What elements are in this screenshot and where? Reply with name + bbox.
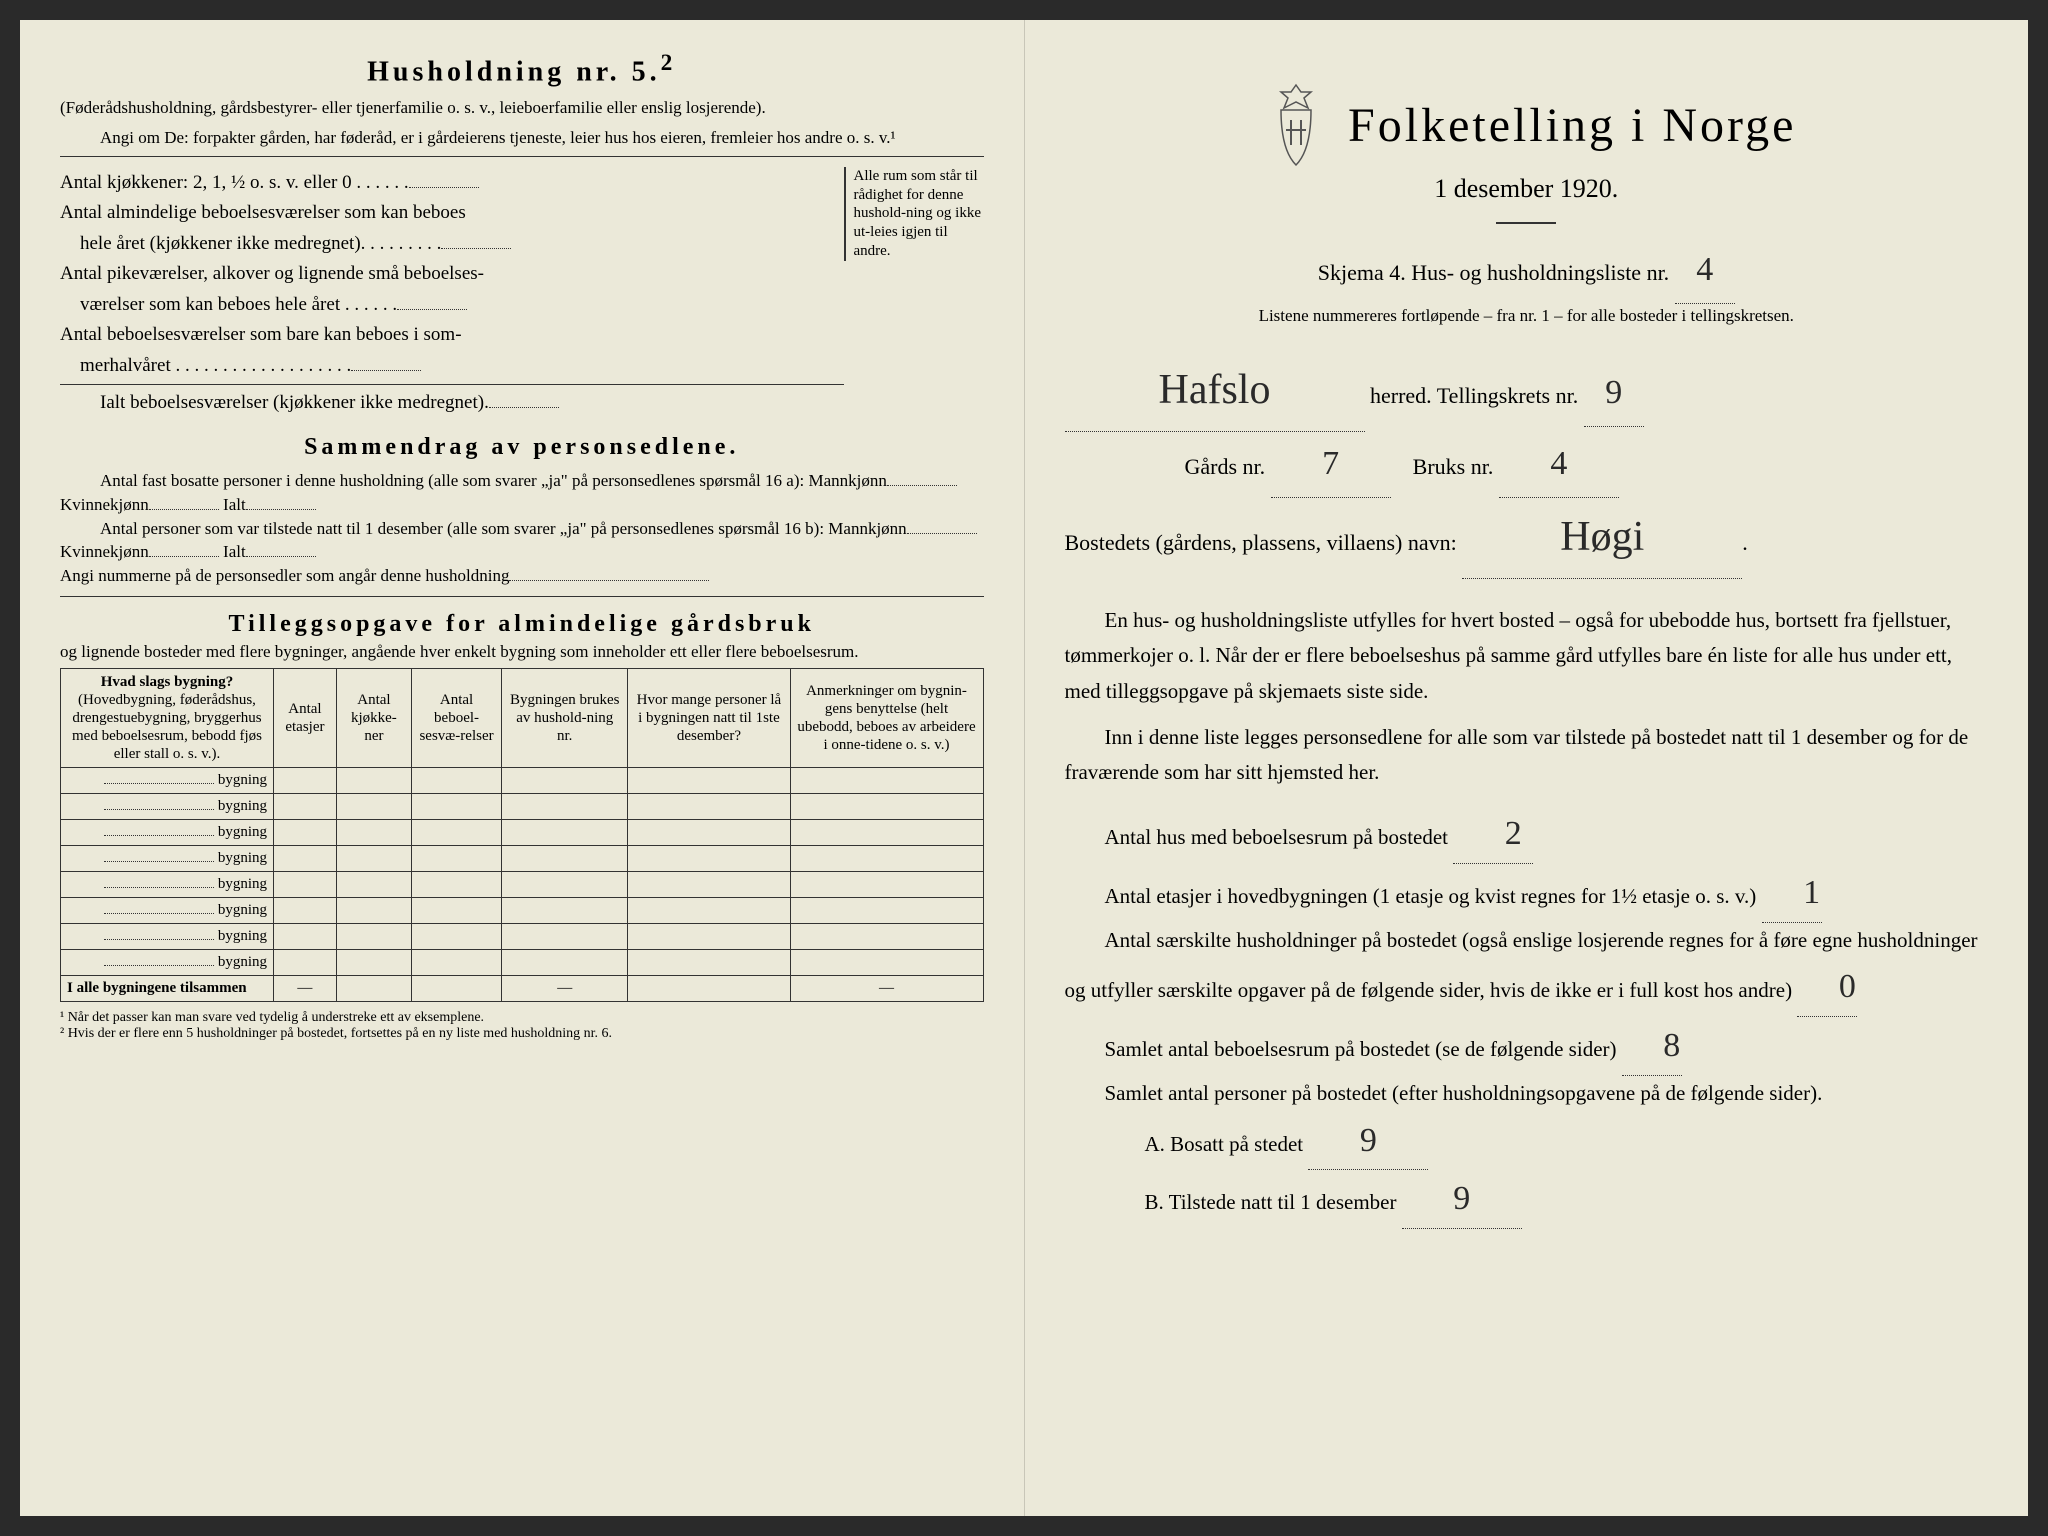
th2: Antal etasjer xyxy=(274,668,337,767)
q4-line: Samlet antal beboelsesrum på bostedet (s… xyxy=(1065,1017,1989,1076)
r4b: merhalvåret . . . . . . . . . . . . . . … xyxy=(80,355,351,376)
gards-line: Gårds nr. 7 Bruks nr. 4 xyxy=(1065,432,1989,498)
th3: Antal kjøkke-ner xyxy=(336,668,411,767)
bruks-nr: 4 xyxy=(1499,432,1619,498)
sammendrag-title: Sammendrag av personsedlene. xyxy=(60,434,984,461)
qB-val: 9 xyxy=(1402,1170,1522,1229)
title-row: Folketelling i Norge xyxy=(1065,80,1989,170)
samm-p1: Antal fast bosatte personer i denne hush… xyxy=(60,469,984,517)
th7: Anmerkninger om bygnin-gens benyttelse (… xyxy=(790,668,983,767)
bosted-line: Bostedets (gårdens, plassens, villaens) … xyxy=(1065,498,1989,579)
th5: Bygningen brukes av hushold-ning nr. xyxy=(502,668,628,767)
main-title: Folketelling i Norge xyxy=(1348,98,1796,153)
q2-label: Antal etasjer i hovedbygningen (1 etasje… xyxy=(1105,884,1757,908)
q1-val: 2 xyxy=(1453,805,1533,864)
bruks-label: Bruks nr. xyxy=(1413,454,1494,479)
r1: Antal kjøkkener: 2, 1, ½ o. s. v. eller … xyxy=(60,172,409,193)
q3-val: 0 xyxy=(1797,958,1857,1017)
th1-title: Hvad slags bygning? xyxy=(101,674,234,690)
gards-label: Gårds nr. xyxy=(1185,454,1266,479)
household-sup: 2 xyxy=(661,50,677,76)
total-label: I alle bygningene tilsammen xyxy=(61,975,274,1001)
footnotes: ¹ Når det passer kan man svare ved tydel… xyxy=(60,1010,984,1042)
samm-p1-text: Antal fast bosatte personer i denne hush… xyxy=(100,471,887,490)
q2-val: 1 xyxy=(1762,864,1822,923)
skjema-line: Skjema 4. Hus- og husholdningsliste nr. … xyxy=(1065,238,1989,304)
sub-date: 1 desember 1920. xyxy=(1065,174,1989,204)
samm-p2: Antal personer som var tilstede natt til… xyxy=(60,517,984,565)
r2a: Antal almindelige beboelsesværelser som … xyxy=(60,202,466,223)
samm-p3: Angi nummerne på de personsedler som ang… xyxy=(60,564,984,588)
tillegg-title: Tilleggsopgave for almindelige gårdsbruk xyxy=(60,611,984,638)
tillegg-sub: og lignende bosteder med flere bygninger… xyxy=(60,640,984,664)
th1-sub: (Hovedbygning, føderådshus, drengestueby… xyxy=(72,692,262,762)
samm-p2-text: Antal personer som var tilstede natt til… xyxy=(100,519,907,538)
qA-label: A. Bosatt på stedet xyxy=(1145,1132,1304,1156)
left-page: Husholdning nr. 5.2 (Føderådshusholdning… xyxy=(20,20,1025,1516)
samm-p3-text: Angi nummerne på de personsedler som ang… xyxy=(60,566,509,585)
q2-line: Antal etasjer i hovedbygningen (1 etasje… xyxy=(1065,864,1989,923)
r4a: Antal beboelsesværelser som bare kan beb… xyxy=(60,324,462,345)
para1: En hus- og husholdningsliste utfylles fo… xyxy=(1065,603,1989,710)
footnote1: ¹ Når det passer kan man svare ved tydel… xyxy=(60,1010,984,1026)
household-note: (Føderådshusholdning, gårdsbestyrer- ell… xyxy=(60,96,984,120)
brace-text: Alle rum som står til rådighet for denne… xyxy=(844,167,984,261)
r5: Ialt beboelsesværelser (kjøkkener ikke m… xyxy=(100,392,489,413)
samm-kvinne2: Kvinnekjønn xyxy=(60,542,149,561)
samm-ialt2: Ialt xyxy=(223,542,246,561)
herred-label: herred. Tellingskrets nr. xyxy=(1370,383,1578,408)
household-title: Husholdning nr. 5.2 xyxy=(60,50,984,88)
crest-icon xyxy=(1256,80,1336,170)
samm-ialt: Ialt xyxy=(223,495,246,514)
herred-line: Hafslo herred. Tellingskrets nr. 9 xyxy=(1065,351,1989,432)
household-title-text: Husholdning nr. 5. xyxy=(367,56,661,87)
r3b: værelser som kan beboes hele året . . . … xyxy=(80,294,397,315)
table-row: bygning xyxy=(61,767,984,793)
table-row: bygning xyxy=(61,819,984,845)
samm-kvinne: Kvinnekjønn xyxy=(60,495,149,514)
q4-val: 8 xyxy=(1622,1017,1682,1076)
qB-label: B. Tilstede natt til 1 desember xyxy=(1145,1190,1397,1214)
q1-label: Antal hus med beboelsesrum på bostedet xyxy=(1105,825,1449,849)
table-row: bygning xyxy=(61,871,984,897)
rooms-section: Antal kjøkkener: 2, 1, ½ o. s. v. eller … xyxy=(60,167,984,420)
table-row: bygning xyxy=(61,923,984,949)
krets-nr: 9 xyxy=(1584,361,1644,427)
bosted-value: Høgi xyxy=(1560,498,1644,578)
listene-line: Listene nummereres fortløpende – fra nr.… xyxy=(1065,304,1989,328)
para2: Inn i denne liste legges personsedlene f… xyxy=(1065,720,1989,791)
q1-line: Antal hus med beboelsesrum på bostedet 2 xyxy=(1065,805,1989,864)
table-row: bygning xyxy=(61,897,984,923)
qA-val: 9 xyxy=(1308,1112,1428,1171)
table-row: bygning xyxy=(61,793,984,819)
buildings-table: Hvad slags bygning? (Hovedbygning, føderå… xyxy=(60,668,984,1002)
q3-line: Antal særskilte husholdninger på bostede… xyxy=(1065,923,1989,1017)
table-row: bygning xyxy=(61,949,984,975)
bosted-label: Bostedets (gårdens, plassens, villaens) … xyxy=(1065,530,1457,555)
herred-value: Hafslo xyxy=(1159,351,1271,431)
r2b: hele året (kjøkkener ikke medregnet). . … xyxy=(80,233,441,254)
liste-nr: 4 xyxy=(1675,238,1735,304)
r3a: Antal pikeværelser, alkover og lignende … xyxy=(60,263,484,284)
divider xyxy=(1496,222,1556,224)
table-row: bygning xyxy=(61,845,984,871)
footnote2: ² Hvis der er flere enn 5 husholdninger … xyxy=(60,1026,984,1042)
gards-nr: 7 xyxy=(1271,432,1391,498)
right-page: Folketelling i Norge 1 desember 1920. Sk… xyxy=(1025,20,2029,1516)
th6: Hvor mange personer lå i bygningen natt … xyxy=(628,668,790,767)
th4: Antal beboel-sesvæ-relser xyxy=(411,668,501,767)
skjema-text: Skjema 4. Hus- og husholdningsliste nr. xyxy=(1318,260,1669,285)
angi-line: Angi om De: forpakter gården, har føderå… xyxy=(60,126,984,150)
th1: Hvad slags bygning? (Hovedbygning, føderå… xyxy=(61,668,274,767)
q4-label: Samlet antal beboelsesrum på bostedet (s… xyxy=(1105,1037,1617,1061)
q5-line: Samlet antal personer på bostedet (efter… xyxy=(1065,1076,1989,1112)
qA-line: A. Bosatt på stedet 9 xyxy=(1065,1112,1989,1171)
qB-line: B. Tilstede natt til 1 desember 9 xyxy=(1065,1170,1989,1229)
